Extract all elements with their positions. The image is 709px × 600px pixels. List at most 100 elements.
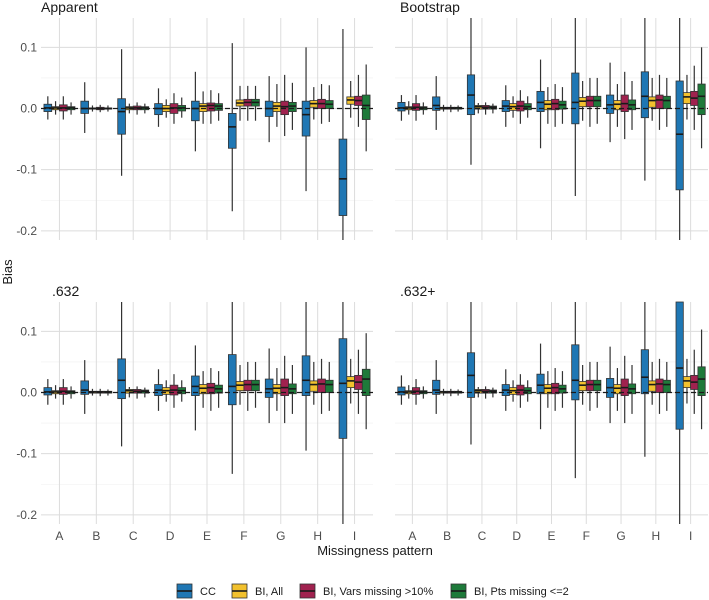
box-bi-pts-missing-2-h — [325, 85, 334, 122]
x-tick-label: G — [616, 529, 625, 543]
box-iqr — [280, 100, 289, 116]
box-bi-all-g — [613, 84, 622, 127]
box-iqr — [361, 368, 371, 396]
y-tick-label: 0.1 — [20, 40, 37, 54]
box-bi-vars-missing-10--d — [169, 374, 179, 408]
box-iqr — [578, 381, 587, 392]
box-iqr — [235, 381, 245, 392]
box-iqr — [338, 138, 348, 216]
box-iqr — [338, 338, 348, 439]
box-bi-vars-missing-10--i — [354, 349, 363, 414]
x-tick-label: B — [443, 529, 451, 543]
box-iqr — [432, 96, 441, 111]
box-bi-pts-missing-2-i — [697, 329, 706, 430]
box-cc-c — [466, 18, 476, 165]
y-axis-top: -0.2 -0.1 0.0 0.1 — [16, 40, 37, 237]
box-cc-e — [536, 343, 545, 430]
box-iqr — [571, 72, 580, 125]
box-cc-i — [675, 301, 684, 524]
box-iqr — [117, 358, 126, 400]
y-tick-label: -0.1 — [16, 163, 37, 177]
box-bi-pts-missing-2-d — [177, 380, 187, 402]
box-bi-vars-missing-10--i — [354, 74, 363, 127]
panel-632plus: .632+ — [395, 283, 708, 524]
box-bi-pts-missing-2-d — [523, 380, 532, 402]
box-bi-pts-missing-2-h — [662, 77, 671, 127]
box-iqr — [571, 344, 580, 401]
y-axis-title: Bias — [0, 259, 15, 285]
box-bi-pts-missing-2-g — [288, 82, 297, 130]
x-tick-label: E — [203, 529, 211, 543]
box-cc-c — [466, 302, 476, 445]
x-tick-label: F — [583, 529, 590, 543]
panel-bootstrap-boxes — [395, 18, 708, 240]
box-bi-pts-missing-2-f — [251, 85, 260, 121]
box-bi-pts-missing-2-g — [627, 80, 637, 130]
box-iqr — [682, 92, 692, 105]
box-iqr — [640, 349, 649, 395]
box-bi-pts-missing-2-e — [558, 87, 567, 124]
box-iqr — [251, 379, 260, 392]
x-tick-label: I — [689, 529, 692, 543]
box-bi-pts-missing-2-d — [523, 96, 532, 118]
x-tick-label: C — [129, 529, 138, 543]
x-tick-label: F — [240, 529, 247, 543]
box-iqr — [593, 379, 602, 392]
panel-bootstrap-grid — [395, 18, 708, 240]
box-iqr — [227, 354, 237, 406]
y-tick-label: -0.2 — [16, 224, 37, 238]
box-iqr — [675, 301, 684, 430]
box-bi-all-h — [648, 361, 657, 405]
y-tick-label: 0.0 — [20, 386, 37, 400]
box-bi-pts-missing-2-c — [140, 387, 150, 398]
box-iqr — [536, 373, 545, 395]
x-tick-label: D — [512, 529, 521, 543]
box-iqr — [301, 355, 311, 396]
box-cc-c — [117, 49, 126, 176]
legend-item-bi-all: BI, All — [231, 583, 283, 599]
box-bi-pts-missing-2-h — [662, 361, 671, 411]
box-iqr — [227, 113, 237, 149]
box-iqr — [243, 379, 253, 392]
box-cc-h — [640, 302, 649, 457]
box-iqr — [272, 101, 282, 112]
box-iqr — [198, 103, 208, 112]
x-tick-label: H — [313, 529, 322, 543]
legend-label-bi-all: BI, All — [255, 586, 283, 598]
panel-632-title: .632 — [52, 283, 79, 299]
box-bi-pts-missing-2-a — [66, 102, 76, 115]
box-iqr — [317, 378, 326, 393]
panel-632: .632 — [41, 283, 373, 524]
x-tick-label: I — [353, 529, 356, 543]
box-bi-pts-missing-2-e — [214, 371, 223, 408]
box-iqr — [648, 380, 657, 392]
panel-apparent-title: Apparent — [41, 0, 98, 15]
box-iqr — [397, 386, 406, 396]
panel-bootstrap: Bootstrap — [395, 0, 708, 240]
box-bi-pts-missing-2-f — [593, 77, 602, 124]
box-iqr — [361, 94, 371, 120]
box-bi-pts-missing-2-f — [251, 361, 260, 408]
legend-label-bi-pts: BI, Pts missing <=2 — [474, 586, 569, 598]
x-axis-title: Missingness pattern — [317, 543, 433, 558]
panel-apparent: Apparent — [41, 0, 373, 240]
x-tick-label: B — [92, 529, 100, 543]
box-bi-all-i — [346, 358, 355, 404]
box-bi-vars-missing-10--e — [206, 368, 216, 411]
box-cc-i — [338, 302, 348, 524]
box-iqr — [697, 366, 706, 396]
box-cc-h — [301, 47, 311, 192]
box-bi-vars-missing-10--g — [620, 355, 629, 424]
box-cc-h — [301, 302, 311, 451]
box-iqr — [648, 96, 657, 108]
box-iqr — [80, 100, 89, 114]
box-iqr — [697, 83, 706, 116]
box-iqr — [301, 100, 311, 137]
box-cc-i — [338, 29, 348, 240]
box-cc-d — [501, 85, 510, 127]
box-iqr — [682, 376, 692, 389]
box-iqr — [206, 102, 216, 112]
box-bi-pts-missing-2-g — [627, 364, 637, 414]
box-iqr — [325, 379, 334, 393]
box-cc-f — [227, 302, 237, 474]
